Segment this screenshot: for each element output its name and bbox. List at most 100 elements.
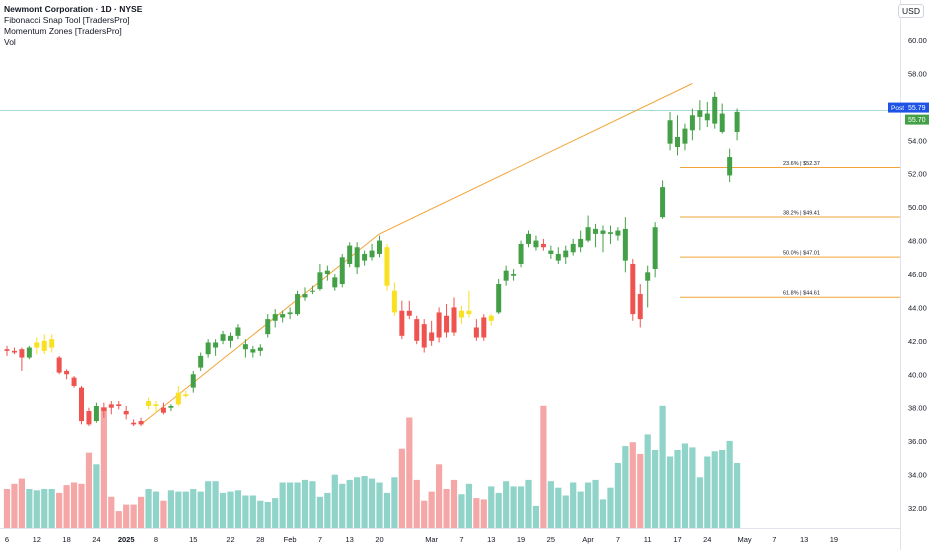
candle: [41, 334, 47, 355]
candle-body: [302, 294, 308, 298]
candle: [287, 307, 293, 320]
volume-bar: [108, 496, 115, 528]
candle: [563, 245, 569, 264]
volume-bar: [234, 490, 242, 528]
candle: [660, 180, 666, 219]
volume-bar: [674, 450, 681, 528]
candle: [466, 290, 472, 318]
candle-body: [56, 357, 62, 373]
volume-bar: [376, 482, 383, 528]
candle-body: [391, 290, 397, 313]
candle-body: [630, 263, 636, 315]
candle-body: [377, 240, 382, 254]
y-tick-label: 42.00: [908, 337, 927, 346]
volume-bar: [93, 464, 100, 528]
candle: [481, 314, 487, 341]
volume-bar: [41, 489, 48, 528]
candle: [138, 417, 144, 427]
candle-body: [93, 406, 99, 422]
y-tick-label: 60.00: [908, 36, 927, 45]
fib-level-label: 61.8% | $44.61: [783, 291, 820, 297]
volume-bar: [368, 478, 376, 528]
volume-bar: [629, 442, 636, 528]
candle: [406, 300, 412, 320]
candle: [317, 263, 323, 291]
candle-body: [123, 411, 129, 415]
candle-body: [600, 230, 606, 234]
volume-bar: [562, 495, 569, 528]
candle-body: [667, 120, 673, 144]
candle-body: [220, 334, 226, 341]
candle: [593, 223, 599, 248]
candle-body: [86, 411, 92, 425]
candle: [727, 148, 733, 183]
candle-body: [347, 245, 353, 264]
volume-bar: [279, 482, 286, 528]
volume-bar: [458, 494, 465, 528]
candle-body: [645, 272, 651, 281]
trend-line: [379, 83, 693, 235]
post-value-badge: [905, 102, 929, 113]
candle: [131, 419, 137, 427]
candle: [332, 274, 338, 291]
indicator-momentum[interactable]: Momentum Zones [TradersPro]: [4, 26, 122, 36]
candle-body: [421, 324, 427, 348]
candle: [213, 339, 219, 356]
candle-body: [548, 250, 554, 254]
candle: [272, 309, 278, 328]
indicator-fibonacci[interactable]: Fibonacci Snap Tool [TradersPro]: [4, 15, 130, 25]
volume-bar: [450, 479, 458, 528]
candle: [153, 401, 159, 413]
candle-body: [406, 310, 412, 316]
volume-bar: [413, 479, 420, 528]
volume-bar: [63, 485, 70, 528]
currency-button[interactable]: USD: [898, 4, 924, 18]
volume-bar: [652, 450, 659, 528]
candle-body: [429, 332, 435, 341]
candle-body: [697, 110, 703, 117]
candle: [645, 265, 651, 308]
candle: [675, 115, 680, 156]
y-tick-label: 34.00: [908, 471, 927, 480]
candle: [347, 242, 353, 268]
candle: [436, 307, 442, 343]
volume-bar: [219, 492, 227, 528]
volume-bar: [555, 487, 562, 528]
candle: [719, 103, 725, 134]
x-tick-label: 25: [547, 535, 555, 544]
candle-body: [295, 294, 301, 315]
x-tick-label: Mar: [425, 535, 438, 544]
candle-body: [242, 344, 248, 350]
candle-body: [384, 247, 390, 286]
indicator-volume[interactable]: Vol: [4, 37, 16, 47]
volume-bar: [316, 496, 323, 528]
volume-bar: [331, 474, 338, 528]
candle: [496, 279, 502, 315]
volume-bar: [361, 476, 368, 528]
x-tick-label: 17: [673, 535, 681, 544]
x-tick-label: 13: [346, 535, 354, 544]
candle-body: [228, 335, 233, 341]
volume-bar: [644, 434, 651, 528]
x-tick-label: 19: [830, 535, 838, 544]
fib-level-label: 38.2% | $49.41: [783, 211, 820, 217]
candle: [86, 407, 92, 427]
candle: [324, 265, 330, 281]
candle-body: [362, 253, 368, 261]
volume-bar: [26, 489, 33, 528]
volume-bar: [383, 492, 391, 528]
candle: [458, 305, 464, 325]
candle: [302, 287, 308, 301]
volume-bar: [33, 490, 40, 528]
x-tick-label: 7: [616, 535, 620, 544]
candle-body: [198, 355, 204, 368]
chart-title[interactable]: Newmont Corporation · 1D · NYSE: [4, 4, 143, 14]
volume-bar: [3, 489, 11, 528]
y-tick-label: 38.00: [908, 404, 927, 413]
candle: [533, 235, 539, 251]
volume-bar: [480, 499, 487, 528]
volume-bar: [212, 481, 219, 528]
candle-body: [101, 407, 107, 412]
